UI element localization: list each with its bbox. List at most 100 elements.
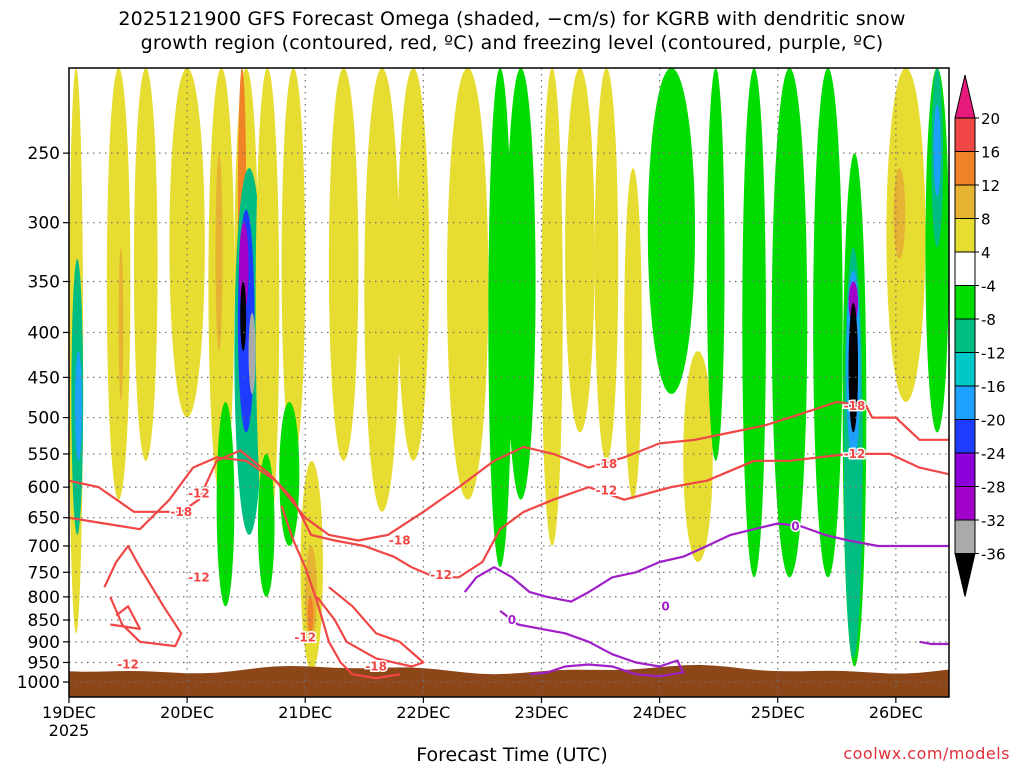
colorbar-label: -12 [981, 345, 1006, 363]
temperature-contours [69, 400, 949, 680]
y-tick-label: 800 [28, 588, 60, 608]
contour-freezing-line [463, 522, 949, 603]
colorbar-segment [954, 519, 976, 554]
y-tick-label: 450 [28, 368, 60, 388]
contour-labels: -12 -18 -12 -12 -12 -18 -18 -12 -18 -12 -18 -12 0 0 0 [116, 397, 867, 674]
x-tick-label: 25DEC [751, 703, 805, 722]
contour-label: 0 [661, 599, 669, 613]
omega-feature [647, 68, 696, 394]
colorbar-label: -20 [981, 412, 1006, 430]
contour-dgz-line [110, 605, 141, 631]
y-tick-label: 600 [28, 478, 60, 498]
colorbar-label: 4 [981, 244, 991, 262]
omega-feature [624, 168, 642, 500]
colorbar-label: -32 [981, 512, 1006, 530]
omega-feature [683, 351, 713, 562]
colorbar-segment [954, 184, 976, 219]
omega-feature [925, 68, 949, 433]
omega-feature [328, 68, 359, 461]
omega-feature [706, 68, 725, 461]
ground-fill [69, 664, 949, 697]
colorbar-segment [954, 419, 976, 454]
x-axis-title: Forecast Time (UTC) [416, 744, 608, 766]
x-tick-label: 19DEC [42, 703, 96, 722]
contour-dgz-line [280, 505, 400, 680]
colorbar-bottom-arrow [954, 553, 976, 597]
contour-label: -12 [430, 568, 452, 582]
colorbar-label: -4 [981, 278, 996, 296]
omega-feature [248, 312, 256, 394]
omega-feature [279, 402, 300, 546]
omega-feature [257, 453, 275, 597]
omega-feature [397, 68, 430, 461]
y-tick-label: 400 [28, 323, 60, 343]
colorbar-segment [954, 117, 976, 152]
omega-feature [255, 68, 280, 546]
colorbar: 20 16 12 8 4 -4 -8 -12 -16 -20 -24 -28 -32 -36 [954, 74, 1006, 597]
contour-dgz-line [69, 449, 949, 579]
y-tick-label: 250 [28, 144, 60, 164]
plot-frame [68, 67, 950, 698]
x-tick-label: 21DEC [278, 703, 332, 722]
contour-label: -12 [294, 631, 316, 645]
y-tick-label: 950 [28, 653, 60, 673]
colorbar-label: 12 [981, 177, 1000, 195]
omega-feature [565, 68, 595, 433]
omega-feature [933, 104, 941, 197]
contour-label: -18 [596, 457, 618, 471]
x-tick-label: 20DEC [160, 703, 214, 722]
y-axis: 2503003504004505005506006507007508008509… [17, 144, 69, 693]
y-tick-label: 850 [28, 611, 60, 631]
x-axis: 19DEC 20DEC 21DEC 22DEC 23DEC 24DEC 25DEC 26DEC… [42, 697, 923, 740]
contour-label: -18 [389, 533, 411, 547]
y-tick-label: 750 [28, 563, 60, 583]
omega-feature [446, 68, 489, 500]
omega-feature [74, 351, 82, 461]
y-tick-label: 550 [28, 445, 60, 465]
contour-dgz-line [69, 400, 949, 542]
omega-feature [364, 68, 400, 512]
colorbar-label: -16 [981, 378, 1006, 396]
contour-label: -12 [188, 570, 210, 584]
omega-feature [813, 68, 843, 578]
x-tick-label: 26DEC [869, 703, 923, 722]
y-tick-label: 900 [28, 633, 60, 653]
colorbar-label: -36 [981, 546, 1006, 564]
grid-lines [68, 68, 949, 697]
contour-label: -12 [596, 483, 618, 497]
x-tick-label: 23DEC [514, 703, 568, 722]
colorbar-label: -8 [981, 311, 996, 329]
omega-feature [594, 68, 619, 461]
colorbar-label: 8 [981, 211, 991, 229]
colorbar-segment [954, 151, 976, 186]
omega-feature [307, 596, 314, 634]
omega-feature [216, 402, 235, 607]
colorbar-segment [954, 486, 976, 521]
omega-feature [106, 68, 131, 500]
omega-feature [506, 68, 536, 500]
contour-label: -18 [365, 659, 387, 673]
colorbar-label: 20 [981, 110, 1000, 128]
colorbar-segment [954, 285, 976, 320]
contour-dgz-line [316, 586, 425, 668]
omega-feature [215, 153, 223, 352]
colorbar-segment [954, 251, 976, 286]
terrain-ground [69, 664, 949, 697]
contour-label: -12 [188, 486, 210, 500]
colorbar-label: 16 [981, 144, 1000, 162]
chart-title-line-1: 2025121900 GFS Forecast Omega (shaded, −… [118, 8, 906, 30]
y-tick-label: 300 [28, 214, 60, 234]
y-tick-label: 1000 [17, 673, 60, 693]
x-tick-label: 24DEC [633, 703, 687, 722]
contour-label: -18 [170, 505, 192, 519]
contour-dgz-line [103, 544, 183, 648]
omega-feature [281, 68, 306, 461]
omega-feature [742, 68, 766, 578]
y-tick-label: 350 [28, 273, 60, 293]
contour-label: 0 [791, 519, 799, 533]
omega-feature [893, 168, 906, 260]
colorbar-label: -24 [981, 445, 1006, 463]
colorbar-top-arrow [954, 74, 976, 119]
x-year-label: 2025 [49, 721, 90, 740]
